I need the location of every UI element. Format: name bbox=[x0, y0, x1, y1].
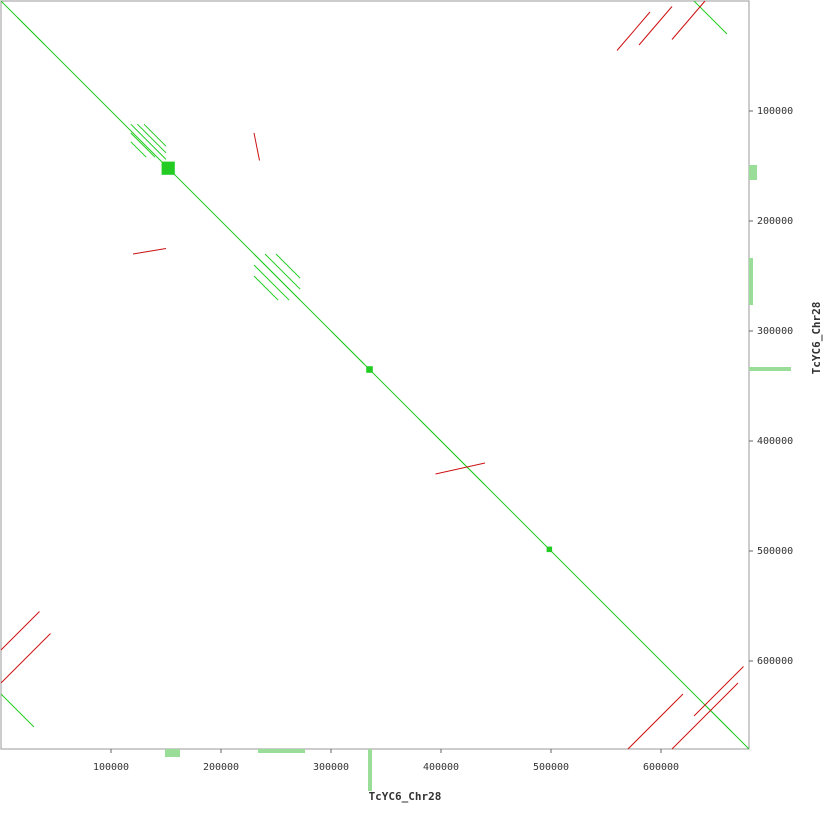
alignment-segment bbox=[627, 693, 684, 750]
alignment-segment bbox=[253, 132, 260, 161]
alignment-segment bbox=[0, 611, 40, 651]
alignment-segment bbox=[132, 248, 167, 255]
alignment-segment bbox=[693, 666, 744, 717]
rug bbox=[749, 258, 753, 305]
alignment-segment bbox=[671, 0, 706, 40]
alignment-segment bbox=[130, 123, 167, 160]
alignment-segment bbox=[0, 633, 51, 684]
alignment-segment bbox=[253, 264, 290, 301]
alignment-segment bbox=[704, 704, 733, 733]
alignment-segment bbox=[616, 11, 651, 51]
alignment-block bbox=[546, 546, 553, 553]
alignment-segment bbox=[17, 17, 46, 46]
alignment-block bbox=[366, 366, 373, 373]
alignment-segment bbox=[0, 0, 750, 750]
rug bbox=[258, 749, 305, 753]
position-marker bbox=[749, 367, 791, 371]
y-tick-label: 300000 bbox=[757, 326, 793, 337]
alignment-segment bbox=[143, 123, 167, 147]
alignment-segment bbox=[671, 682, 739, 750]
y-tick-label: 500000 bbox=[757, 546, 793, 557]
alignment-segment bbox=[435, 462, 486, 475]
alignment-segment bbox=[264, 253, 301, 290]
y-tick-label: 400000 bbox=[757, 436, 793, 447]
alignment-segment bbox=[130, 141, 147, 158]
alignment-segment bbox=[253, 253, 301, 301]
position-marker bbox=[368, 749, 372, 791]
alignment-segment bbox=[638, 6, 673, 46]
x-tick-label: 200000 bbox=[203, 762, 239, 773]
plot-frame bbox=[0, 0, 750, 750]
alignment-segment bbox=[253, 275, 279, 301]
alignment-segment bbox=[330, 330, 365, 365]
alignment-segment bbox=[0, 693, 35, 728]
alignment-block bbox=[161, 161, 175, 175]
y-tick-label: 200000 bbox=[757, 216, 793, 227]
x-tick-label: 500000 bbox=[533, 762, 569, 773]
alignment-segment bbox=[693, 0, 728, 35]
alignment-segment bbox=[418, 418, 486, 486]
alignment-segment bbox=[130, 132, 156, 158]
y-axis-label: TcYC6_Chr28 bbox=[810, 302, 823, 375]
rug bbox=[749, 165, 757, 180]
rug bbox=[165, 749, 180, 757]
y-tick-label: 100000 bbox=[757, 106, 793, 117]
alignment-segment bbox=[137, 123, 167, 154]
alignment-segment bbox=[275, 253, 301, 279]
x-tick-label: 300000 bbox=[313, 762, 349, 773]
x-tick-label: 400000 bbox=[423, 762, 459, 773]
x-tick-label: 600000 bbox=[643, 762, 679, 773]
y-tick-label: 600000 bbox=[757, 656, 793, 667]
x-tick-label: 100000 bbox=[93, 762, 129, 773]
x-axis-label: TcYC6_Chr28 bbox=[369, 790, 442, 803]
